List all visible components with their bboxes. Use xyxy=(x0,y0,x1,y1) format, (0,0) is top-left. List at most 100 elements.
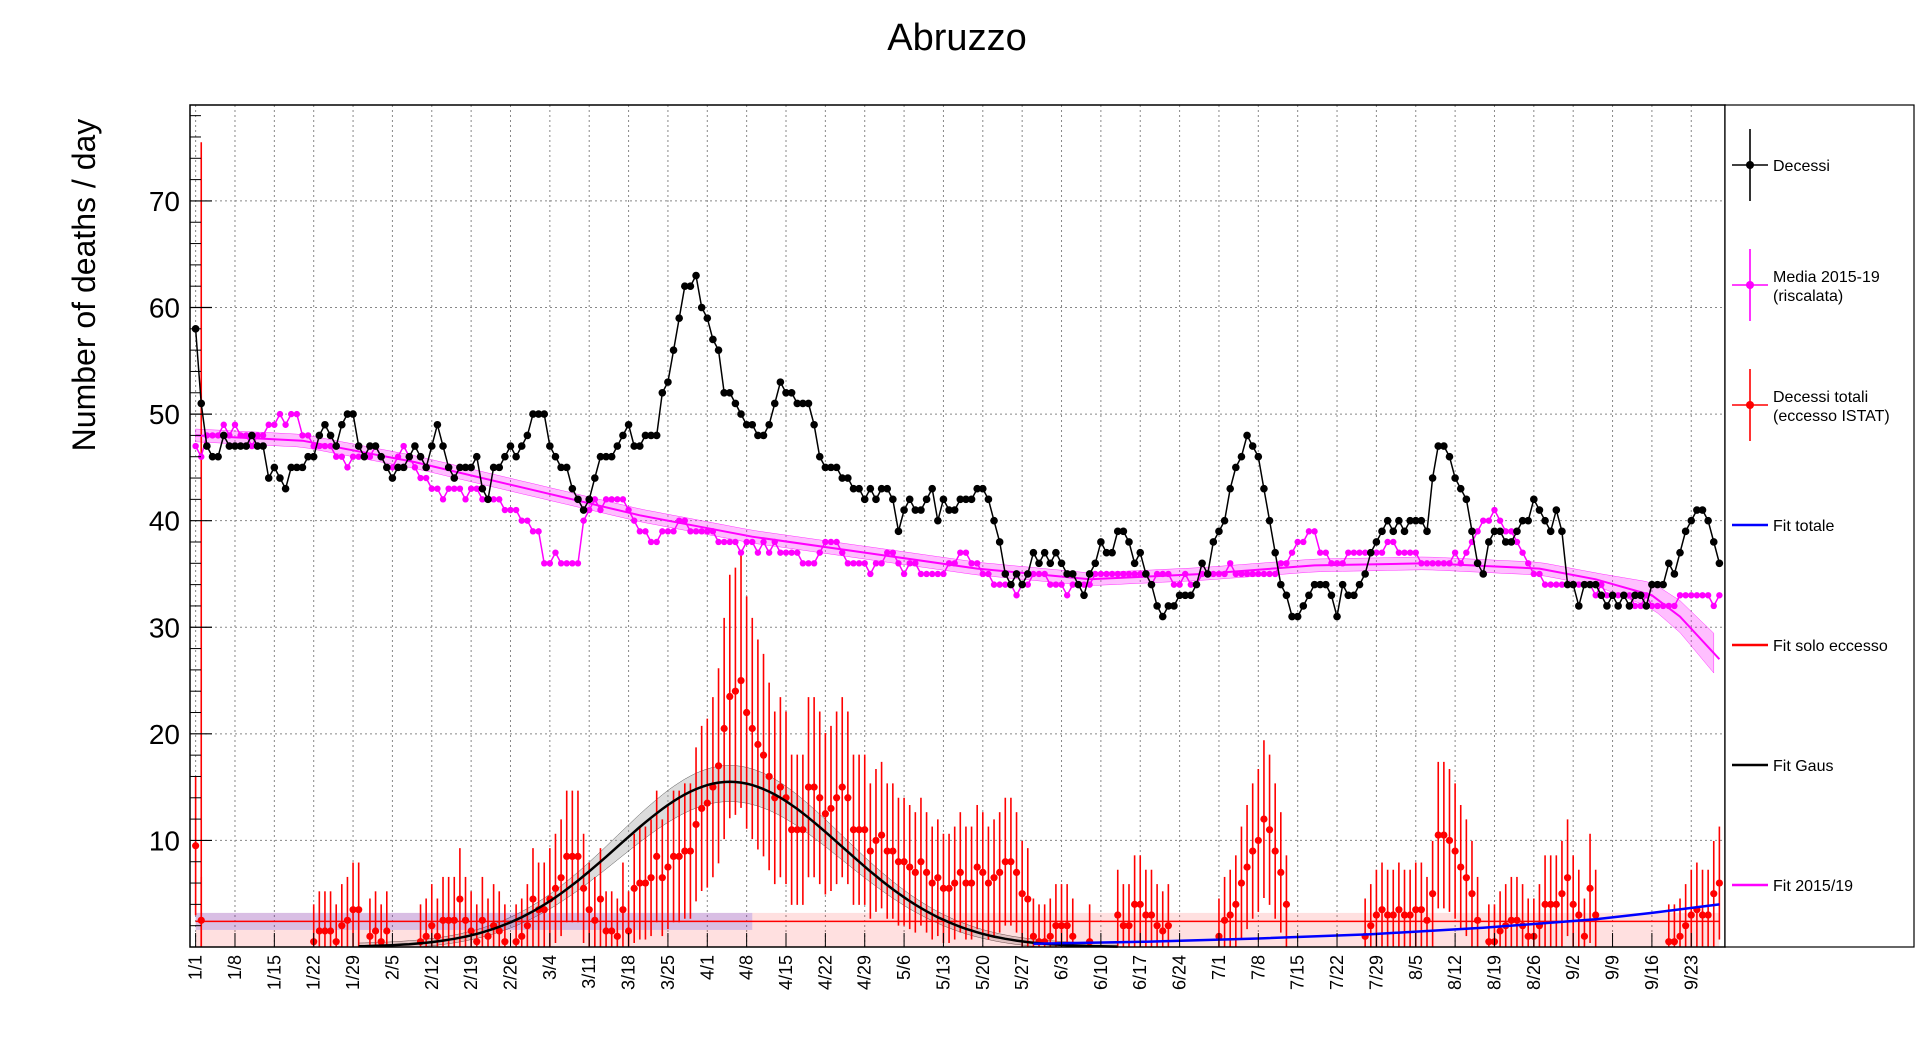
eccesso-point xyxy=(776,783,784,791)
eccesso-point xyxy=(669,852,678,861)
decessi-point xyxy=(461,463,470,472)
decessi-point xyxy=(1614,602,1622,610)
decessi-point xyxy=(517,442,526,450)
decessi-point xyxy=(1428,474,1437,482)
media-point xyxy=(1311,528,1318,535)
decessi-point xyxy=(1530,495,1538,504)
media-point xyxy=(422,474,430,482)
media-point xyxy=(259,432,267,439)
decessi-point xyxy=(1164,602,1173,610)
eccesso-point xyxy=(1220,916,1229,924)
eccesso-point xyxy=(1131,900,1139,908)
series-eccesso xyxy=(192,142,1723,947)
media-point xyxy=(619,496,627,503)
media-point xyxy=(816,549,823,556)
series-media xyxy=(192,410,1723,610)
decessi-point xyxy=(1215,527,1223,536)
eccesso-point xyxy=(1119,922,1127,930)
decessi-point xyxy=(1575,602,1583,610)
x-tick-label: 2/5 xyxy=(382,955,402,980)
decessi-point xyxy=(832,463,841,472)
decessi-point xyxy=(1496,527,1504,536)
media-point xyxy=(895,560,902,567)
media-point xyxy=(647,538,655,546)
media-point xyxy=(844,560,852,567)
eccesso-point xyxy=(473,938,481,946)
decessi-point xyxy=(950,506,959,514)
eccesso-point xyxy=(1001,858,1009,866)
media-point xyxy=(1316,549,1324,556)
eccesso-point xyxy=(1114,911,1122,919)
media-point xyxy=(928,570,936,578)
eccesso-point xyxy=(1406,911,1414,919)
fit-2015-19-curve xyxy=(195,434,1721,660)
media-point xyxy=(687,528,694,535)
decessi-point xyxy=(1676,548,1684,557)
decessi-point xyxy=(866,484,875,493)
decessi-point xyxy=(934,516,942,525)
eccesso-point xyxy=(377,938,385,946)
decessi-point xyxy=(1631,591,1639,600)
media-point xyxy=(400,442,407,450)
decessi-point xyxy=(551,452,560,461)
decessi-point xyxy=(1192,580,1201,589)
media-point xyxy=(709,528,717,535)
decessi-point xyxy=(1535,506,1544,514)
eccesso-point xyxy=(1445,836,1454,845)
media-point xyxy=(1277,560,1285,567)
eccesso-point xyxy=(810,783,818,791)
eccesso-point xyxy=(574,852,582,861)
decessi-point xyxy=(1282,591,1291,600)
decessi-point xyxy=(377,452,385,461)
decessi-point xyxy=(1591,580,1600,589)
media-point xyxy=(1182,570,1189,578)
media-point xyxy=(198,453,205,460)
eccesso-point xyxy=(1378,906,1386,914)
decessi-point xyxy=(658,388,667,397)
eccesso-point xyxy=(827,804,835,813)
eccesso-point xyxy=(1485,938,1493,946)
media-point xyxy=(220,421,227,428)
eccesso-point xyxy=(1237,879,1246,887)
legend-label-line2: (eccesso ISTAT) xyxy=(1773,408,1890,425)
media-point xyxy=(428,485,435,492)
media-point xyxy=(1429,560,1436,567)
x-tick-label: 3/25 xyxy=(658,955,678,990)
eccesso-point xyxy=(1496,927,1504,935)
media-point xyxy=(1553,581,1560,588)
decessi-point xyxy=(287,463,296,472)
eccesso-point xyxy=(911,868,919,876)
decessi-point xyxy=(1580,580,1589,589)
media-point xyxy=(434,485,441,492)
eccesso-point xyxy=(1164,922,1172,930)
media-point xyxy=(625,506,632,514)
media-point xyxy=(214,432,222,439)
decessi-point xyxy=(979,484,987,493)
media-point xyxy=(850,560,857,567)
decessi-point xyxy=(754,431,762,440)
decessi-point xyxy=(1411,516,1420,525)
decessi-point xyxy=(1569,580,1577,589)
eccesso-point xyxy=(664,863,672,871)
media-point xyxy=(1159,570,1166,578)
eccesso-point xyxy=(1367,922,1375,930)
media-point xyxy=(1170,581,1178,588)
y-tick-label: 20 xyxy=(149,719,180,750)
media-point xyxy=(715,538,722,546)
eccesso-point xyxy=(608,927,616,935)
decessi-point xyxy=(770,399,779,408)
decessi-point xyxy=(1035,559,1043,568)
media-point xyxy=(1491,506,1498,514)
media-point xyxy=(1390,538,1397,546)
decessi-point xyxy=(1260,484,1268,493)
eccesso-point xyxy=(849,826,858,834)
eccesso-point xyxy=(726,692,734,701)
media-point xyxy=(1300,538,1307,546)
media-point xyxy=(839,549,846,556)
eccesso-point xyxy=(1451,847,1459,855)
decessi-point xyxy=(1445,452,1454,461)
fit-totale-curve xyxy=(1033,903,1720,946)
media-point xyxy=(1676,592,1684,599)
eccesso-point xyxy=(967,879,976,887)
media-point xyxy=(1395,549,1403,556)
